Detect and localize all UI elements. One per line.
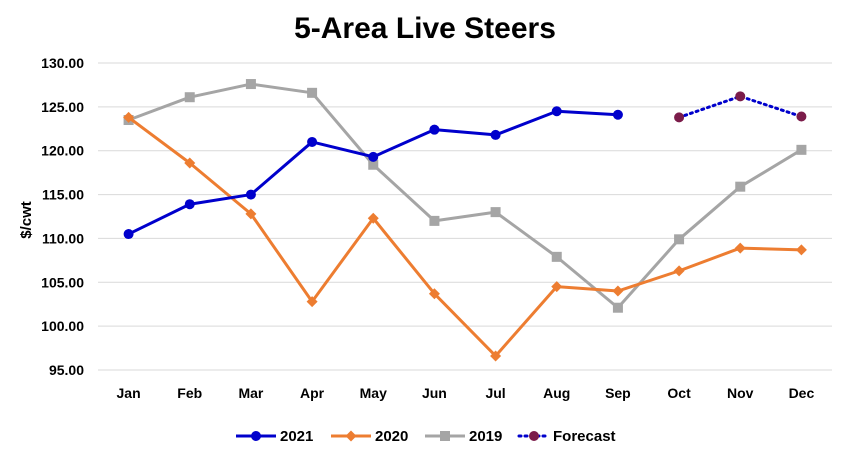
data-point-2020 (734, 242, 746, 254)
y-tick-label: 105.00 (41, 274, 84, 290)
y-axis-ticks: 95.00 100.00 105.00 110.00 115.00 120.00 125.0… (41, 55, 84, 378)
data-point-2020 (490, 350, 502, 362)
data-point-2020 (123, 111, 135, 123)
data-point-forecast (674, 112, 685, 123)
legend-label: 2019 (469, 428, 502, 445)
y-tick-label: 110.00 (42, 230, 84, 246)
data-point-2021 (245, 189, 256, 200)
data-point-2021 (307, 136, 318, 147)
data-point-2019 (796, 144, 807, 155)
data-point-2021 (490, 129, 501, 140)
series-line-2019 (128, 82, 803, 310)
y-tick-label: 100.00 (41, 318, 84, 334)
series-forecast (674, 91, 807, 123)
x-tick-label: May (360, 385, 387, 401)
data-point-2020 (673, 265, 685, 277)
data-point-2021 (429, 124, 440, 135)
data-point-2021 (368, 151, 379, 162)
series-2019 (123, 79, 807, 313)
data-point-2019 (307, 87, 318, 98)
x-axis-ticks: Jan Feb Mar Apr May Jun Jul Aug Sep Oct Nov Dec (117, 385, 815, 401)
data-point-2020 (367, 212, 379, 224)
y-tick-label: 120.00 (41, 143, 84, 159)
data-point-2020 (551, 281, 563, 293)
legend-swatch-marker (345, 430, 357, 442)
data-point-2019 (674, 234, 685, 245)
data-point-2019 (429, 215, 440, 226)
x-tick-label: Nov (727, 385, 754, 401)
data-point-2021 (184, 199, 195, 210)
data-point-2021 (123, 229, 134, 240)
y-tick-label: 125.00 (41, 99, 84, 115)
y-tick-label: 115.00 (42, 187, 84, 203)
x-tick-label: Oct (667, 385, 691, 401)
data-point-2021 (551, 106, 562, 117)
legend-swatch-marker (251, 431, 261, 441)
legend-item-forecast: Forecast (517, 428, 616, 445)
series-2021 (123, 106, 623, 240)
data-point-2020 (612, 285, 624, 297)
x-tick-label: Jun (422, 385, 447, 401)
legend-label: 2020 (375, 428, 408, 445)
chart-title: 5-Area Live Steers (294, 12, 556, 45)
data-point-forecast (735, 91, 746, 102)
x-tick-label: Jan (117, 385, 141, 401)
data-point-2019 (612, 302, 623, 313)
legend-label: 2021 (280, 428, 313, 445)
x-tick-label: Dec (789, 385, 815, 401)
x-tick-label: Apr (300, 385, 325, 401)
legend-item-2019: 2019 (425, 428, 502, 445)
y-tick-label: 95.00 (49, 362, 84, 378)
legend-label: Forecast (553, 428, 616, 445)
x-tick-label: Jul (485, 385, 505, 401)
data-point-2020 (795, 244, 807, 256)
legend-swatch-marker (440, 431, 450, 441)
data-point-2020 (428, 288, 440, 300)
x-tick-label: Mar (238, 385, 263, 401)
data-point-2019 (551, 251, 562, 262)
y-tick-label: 130.00 (41, 55, 84, 71)
x-tick-label: Sep (605, 385, 631, 401)
data-point-2019 (184, 92, 195, 103)
data-point-2019 (368, 159, 379, 170)
series-2020 (123, 111, 807, 362)
series-layer (123, 79, 807, 362)
data-point-2019 (490, 207, 501, 218)
data-point-forecast (796, 111, 807, 122)
legend-swatch-marker (529, 431, 539, 441)
series-line-2020 (127, 116, 802, 358)
x-tick-label: Aug (543, 385, 570, 401)
legend: 2021 2020 2019 Forecast (236, 428, 616, 445)
legend-item-2020: 2020 (331, 428, 408, 445)
y-axis-title: $/cwt (18, 201, 35, 239)
data-point-2019 (245, 79, 256, 90)
data-point-2019 (735, 181, 746, 192)
legend-item-2021: 2021 (236, 428, 313, 445)
data-point-2021 (612, 109, 623, 120)
data-point-2020 (306, 296, 318, 308)
data-point-2020 (245, 208, 257, 220)
x-tick-label: Feb (177, 385, 202, 401)
data-point-2020 (184, 157, 196, 169)
